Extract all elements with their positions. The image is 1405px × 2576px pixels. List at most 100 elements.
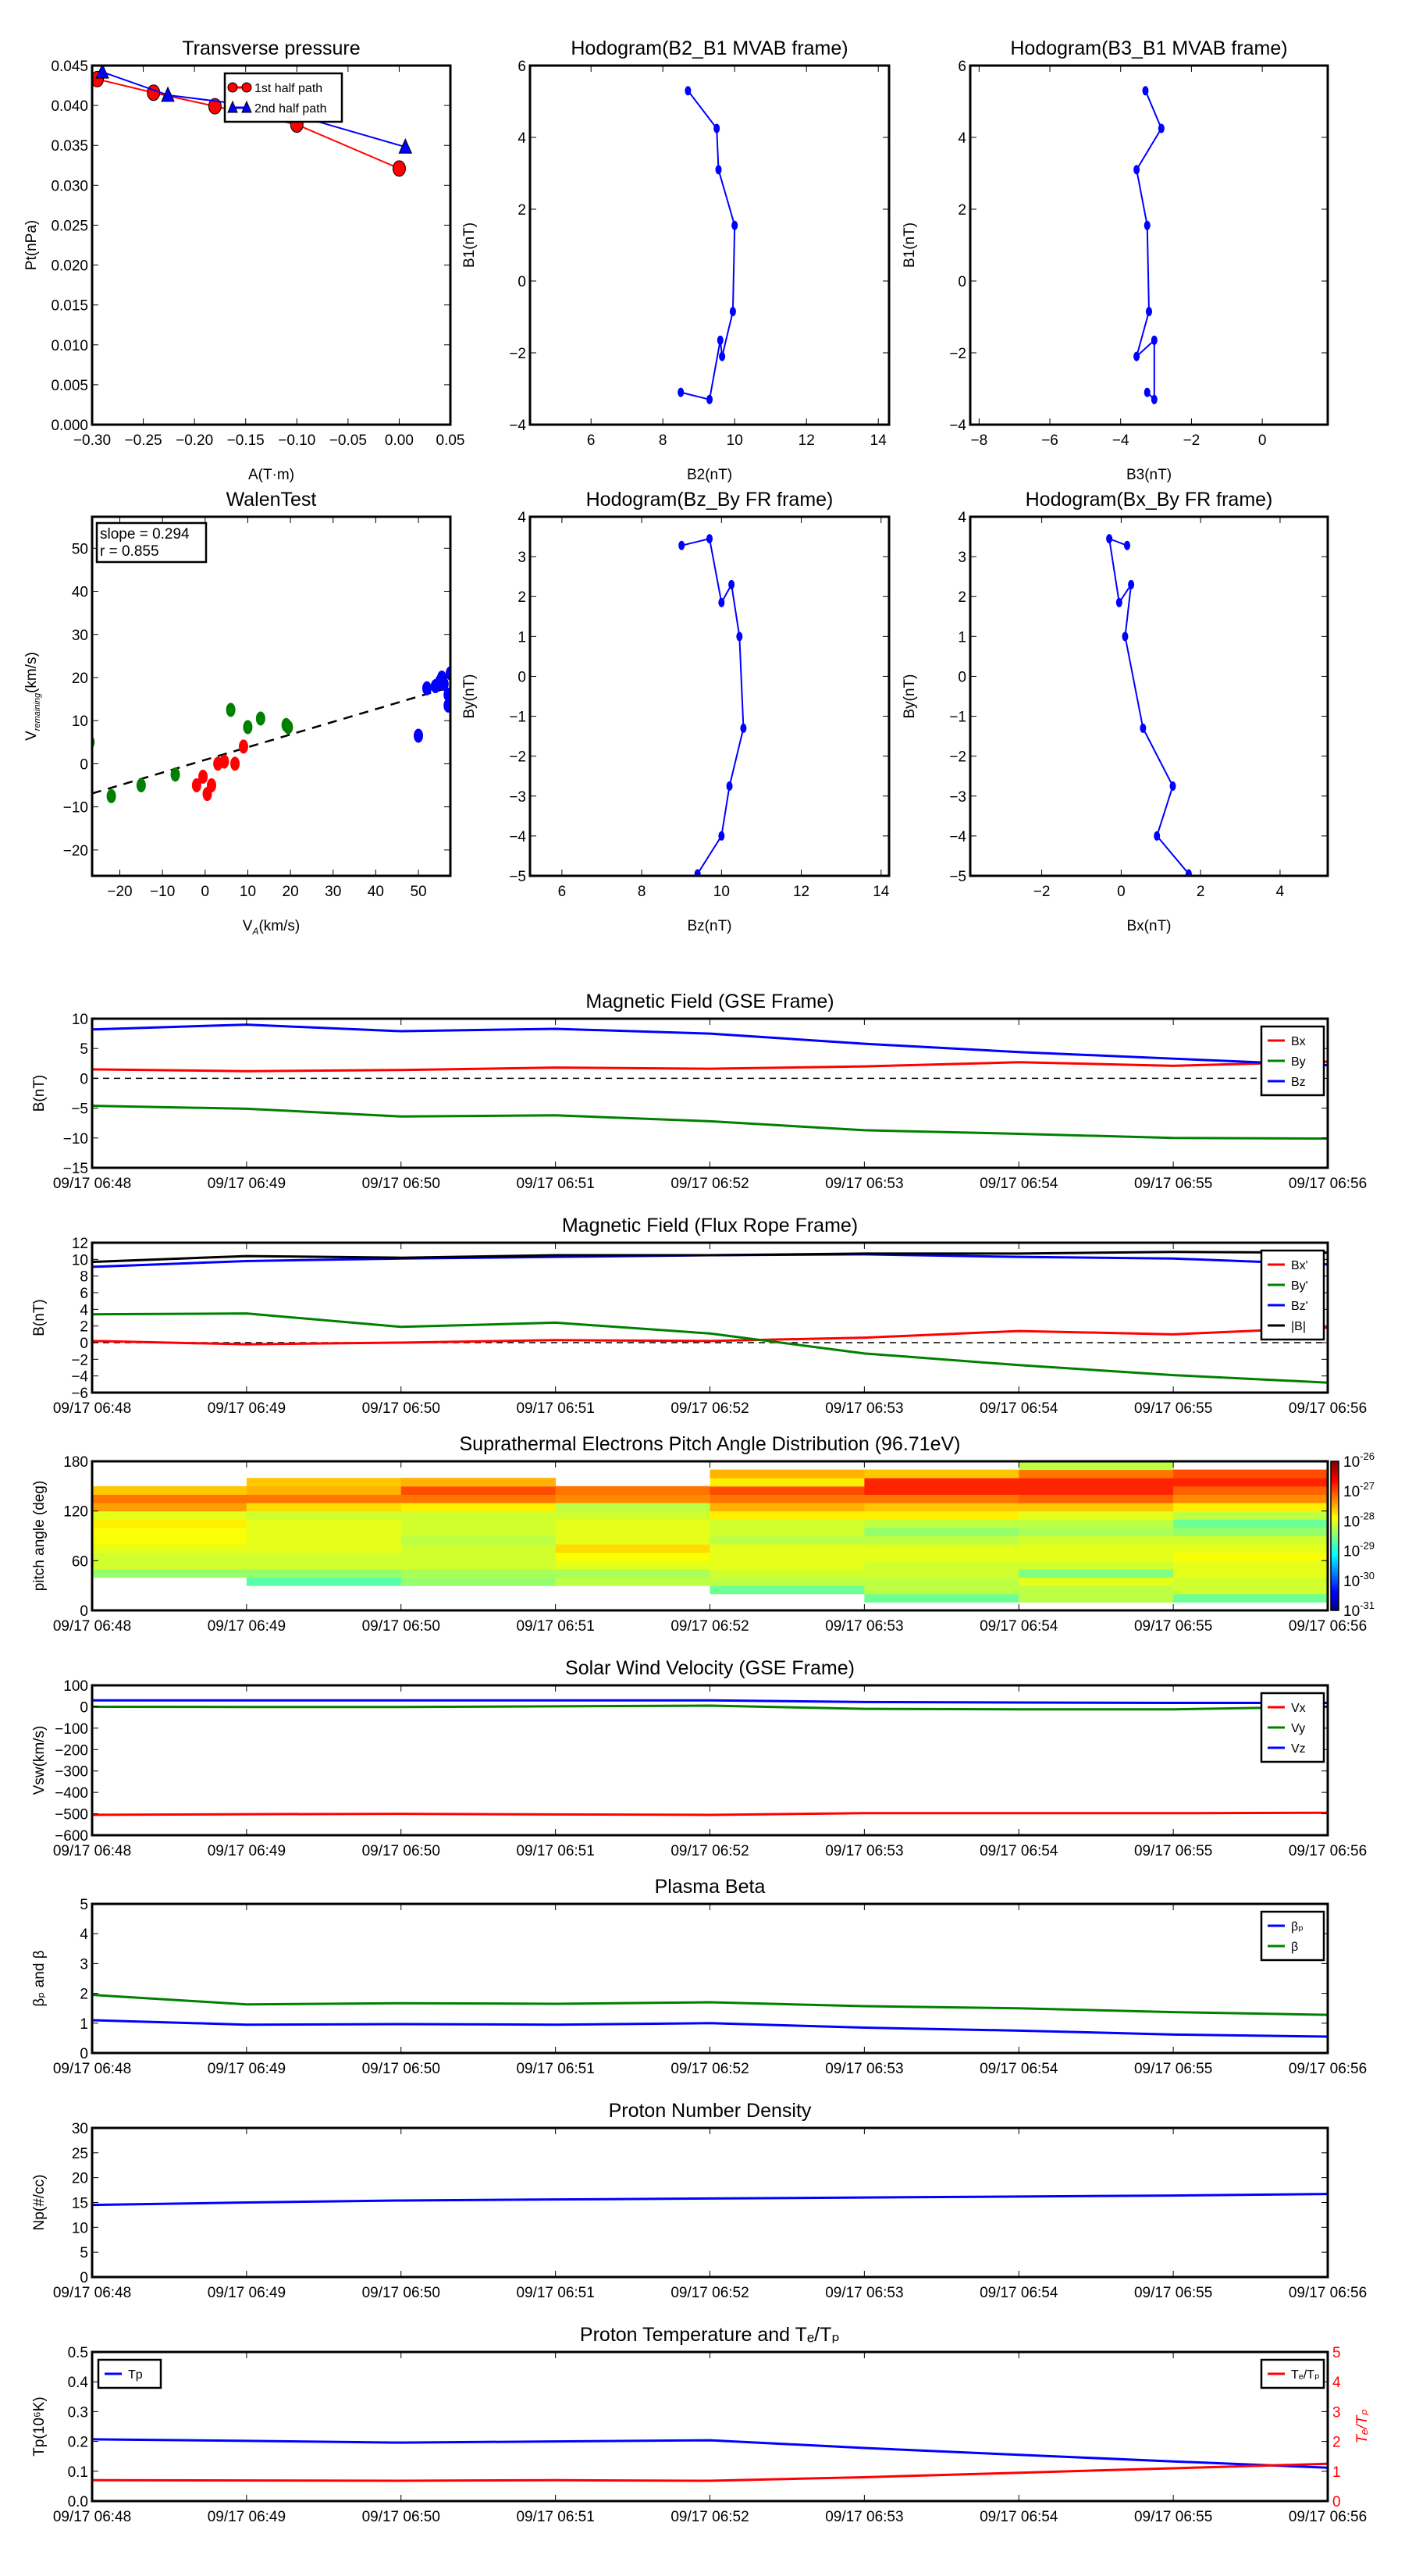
heatmap-cell <box>400 1527 557 1536</box>
heatmap-cell <box>555 1577 710 1586</box>
y-tick-label: 0.030 <box>51 178 88 194</box>
x-tick-label: 09/17 06:48 <box>53 1843 131 1859</box>
legend-item: Bx <box>1268 1035 1306 1048</box>
y-axis-label: B(nT) <box>31 1299 48 1336</box>
series-line-Bx <box>92 1060 1328 1073</box>
chart-title: WalenTest <box>226 489 317 511</box>
colorbar-segment <box>1331 1535 1339 1539</box>
x-tick-label: 09/17 06:56 <box>1289 2509 1367 2525</box>
legend: 1st half path 2nd half path <box>223 72 343 123</box>
x-tick-label: 14 <box>873 884 890 900</box>
x-tick-label: 10 <box>240 884 256 900</box>
legend: Bx' By' Bz' |B| <box>1260 1249 1325 1341</box>
heatmap-cell <box>864 1568 1019 1578</box>
y-axis-label: pitch angle (deg) <box>31 1481 48 1592</box>
heatmap-cell <box>1173 1544 1328 1553</box>
colorbar-segment <box>1331 1503 1339 1507</box>
data-point <box>729 307 736 317</box>
x-tick-label: 09/17 06:50 <box>362 2061 440 2077</box>
y-tick-label: −5 <box>509 869 526 885</box>
colorbar-tick-label: 10-28 <box>1343 1510 1375 1530</box>
legend-item: β <box>1268 1941 1298 1954</box>
x-tick-label: 09/17 06:56 <box>1289 2285 1367 2301</box>
heatmap-cell <box>710 1485 865 1495</box>
legend-item: Tp <box>105 2368 143 2382</box>
series-line-Bz <box>92 1023 1328 1067</box>
heatmap-cell <box>1019 1494 1174 1503</box>
heatmap-cell <box>710 1585 865 1595</box>
data-point <box>694 869 701 876</box>
y-tick-label: −500 <box>55 1807 88 1823</box>
x-tick-label: 09/17 06:55 <box>1134 1618 1212 1635</box>
axes-frame <box>528 64 891 426</box>
colorbar-segment <box>1331 1481 1339 1485</box>
x-tick-label: −0.25 <box>125 432 162 449</box>
y-tick-label: 60 <box>72 1553 88 1570</box>
x-tick-label: 09/17 06:51 <box>516 2509 594 2525</box>
plot-area <box>92 2193 1328 2207</box>
heatmap-cell <box>864 1469 1019 1478</box>
chart-panel-0: Transverse pressure−0.30 −0.25 −0.20 −0.15−… <box>23 37 464 483</box>
heatmap-cell <box>1019 1568 1174 1578</box>
y-tick-label: −6 <box>71 1386 88 1402</box>
x-tick-label: 12 <box>799 432 815 449</box>
x-tick-label: 09/17 06:50 <box>362 1176 440 1192</box>
y-axis-label: βₚ and β <box>31 1950 48 2006</box>
colorbar-segment <box>1331 1461 1339 1464</box>
x-tick-label: 09/17 06:54 <box>980 2285 1058 2301</box>
x-tick-label: 30 <box>325 884 341 900</box>
x-tick-label: 09/17 06:53 <box>825 1843 903 1859</box>
heatmap-cell <box>1019 1585 1174 1595</box>
y-tick-label: 10 <box>72 713 88 730</box>
heatmap-cell <box>555 1552 710 1561</box>
x-tick-label: −4 <box>1112 432 1129 449</box>
data-point <box>439 677 449 692</box>
heatmap-cell <box>710 1510 865 1520</box>
heatmap-cell <box>864 1519 1019 1528</box>
x-tick-label: 8 <box>659 432 667 449</box>
y-tick-label: −10 <box>63 1131 88 1147</box>
x-tick-label: 09/17 06:54 <box>980 2509 1058 2525</box>
heatmap-cell <box>1173 1585 1328 1595</box>
colorbar-segment <box>1331 1588 1339 1592</box>
colorbar-segment <box>1331 1571 1339 1574</box>
heatmap-cell <box>1019 1519 1174 1528</box>
heatmap-cell <box>400 1552 557 1561</box>
colorbar-segment <box>1331 1525 1339 1529</box>
legend: βₚ β <box>1260 1910 1325 1962</box>
heatmap-cell <box>710 1469 865 1478</box>
chart-panel-3: WalenTest −20 −10 0 10 20 30 40 50 −20 −10 0 10 20 30 4… <box>23 489 452 937</box>
x-tick-label: 20 <box>283 884 299 900</box>
data-point <box>718 597 725 607</box>
y-tick-label: −4 <box>509 829 526 845</box>
data-point <box>398 138 413 154</box>
heatmap-cell <box>555 1510 710 1520</box>
data-point <box>230 756 240 771</box>
heatmap-cell <box>92 1510 247 1520</box>
x-tick-label: −0.10 <box>278 432 315 449</box>
chart-title: Hodogram(Bx_By FR frame) <box>1026 489 1273 511</box>
colorbar: 10-26 10-27 10-28 10-29 10-30 10-31 <box>1330 1450 1375 1620</box>
colorbar-segment <box>1331 1598 1339 1601</box>
y-tick-label: −300 <box>55 1764 88 1781</box>
chart-title: Proton Number Density <box>609 2100 812 2122</box>
x-tick-label: 09/17 06:49 <box>208 2061 286 2077</box>
legend-item: By <box>1268 1055 1306 1069</box>
right-y-tick-label: 5 <box>1332 2345 1341 2361</box>
legend-label: Vx <box>1291 1702 1306 1715</box>
legend-label: Bz' <box>1291 1300 1308 1313</box>
colorbar-tick-label: 10-26 <box>1343 1450 1375 1471</box>
colorbar-segment <box>1331 1573 1339 1576</box>
heatmap-cell <box>400 1519 557 1528</box>
y-tick-label: 0 <box>80 2270 88 2286</box>
series-line-B2-B1 <box>680 90 736 401</box>
colorbar-segment <box>1331 1585 1339 1589</box>
series-line-Vy <box>92 1704 1328 1711</box>
x-tick-label: 09/17 06:52 <box>670 1843 749 1859</box>
x-tick-label: 0 <box>1117 884 1126 900</box>
heatmap-cell <box>1019 1478 1174 1487</box>
y-tick-label: 1 <box>518 629 526 646</box>
heatmap-cell <box>1173 1478 1328 1487</box>
chart-title: Hodogram(Bz_By FR frame) <box>586 489 834 511</box>
